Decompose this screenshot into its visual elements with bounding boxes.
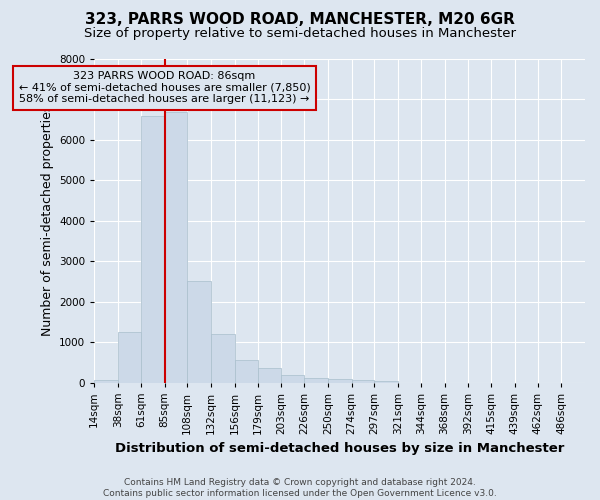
Text: Contains HM Land Registry data © Crown copyright and database right 2024.
Contai: Contains HM Land Registry data © Crown c… [103, 478, 497, 498]
Bar [94, 380, 118, 382]
Bar [281, 376, 304, 382]
Text: 323, PARRS WOOD ROAD, MANCHESTER, M20 6GR: 323, PARRS WOOD ROAD, MANCHESTER, M20 6G… [85, 12, 515, 28]
Bar [304, 378, 328, 382]
Bar [352, 380, 374, 382]
Bar [328, 380, 352, 382]
Bar [235, 360, 257, 382]
Bar [118, 332, 141, 382]
Text: 323 PARRS WOOD ROAD: 86sqm
← 41% of semi-detached houses are smaller (7,850)
58%: 323 PARRS WOOD ROAD: 86sqm ← 41% of semi… [19, 71, 310, 104]
Bar [187, 282, 211, 382]
Bar [211, 334, 235, 382]
Text: Size of property relative to semi-detached houses in Manchester: Size of property relative to semi-detach… [84, 28, 516, 40]
Bar [141, 116, 164, 382]
X-axis label: Distribution of semi-detached houses by size in Manchester: Distribution of semi-detached houses by … [115, 442, 565, 455]
Y-axis label: Number of semi-detached properties: Number of semi-detached properties [41, 105, 53, 336]
Bar [257, 368, 281, 382]
Bar [164, 112, 187, 382]
